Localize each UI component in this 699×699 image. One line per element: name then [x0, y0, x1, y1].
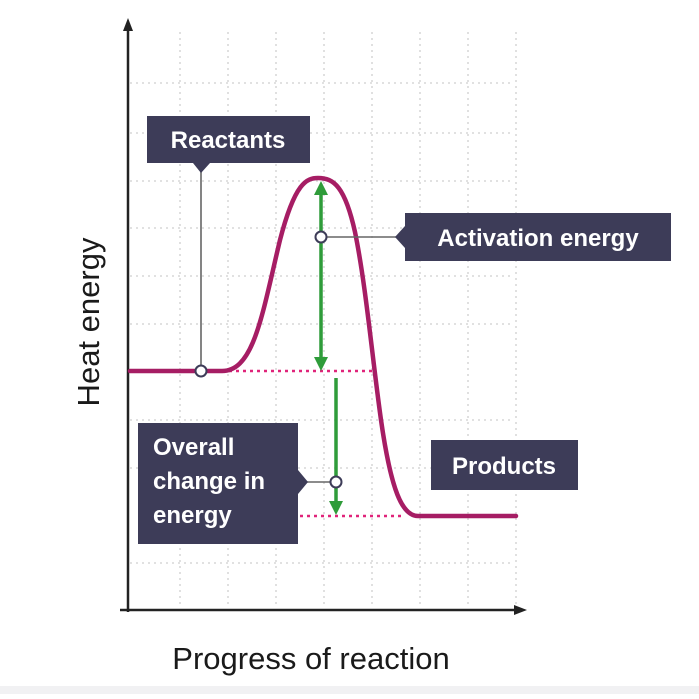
overall-change-label-line-2: change in: [153, 468, 265, 495]
overall-change-marker: [329, 475, 343, 489]
products-label: Products: [452, 453, 556, 480]
overall-change-callout: Overall change in energy: [138, 423, 308, 544]
x-axis-arrowhead: [514, 605, 527, 615]
activation-energy-label: Activation energy: [437, 225, 639, 252]
bottom-strip: [0, 686, 699, 694]
activation-marker: [314, 230, 328, 244]
reactants-callout: Reactants: [147, 116, 310, 173]
reaction-curve: [127, 175, 519, 519]
activation-energy-callout: Activation energy: [395, 213, 671, 261]
x-axis-label: Progress of reaction: [172, 641, 449, 676]
products-callout: Products: [431, 440, 578, 490]
y-axis-arrowhead: [123, 18, 133, 31]
reactants-label: Reactants: [171, 127, 286, 154]
axes: [120, 18, 527, 615]
overall-change-label-line-1: Overall: [153, 434, 234, 461]
y-axis-label: Heat energy: [71, 237, 106, 406]
reactants-marker: [194, 364, 208, 378]
overall-change-label-line-3: energy: [153, 502, 232, 529]
